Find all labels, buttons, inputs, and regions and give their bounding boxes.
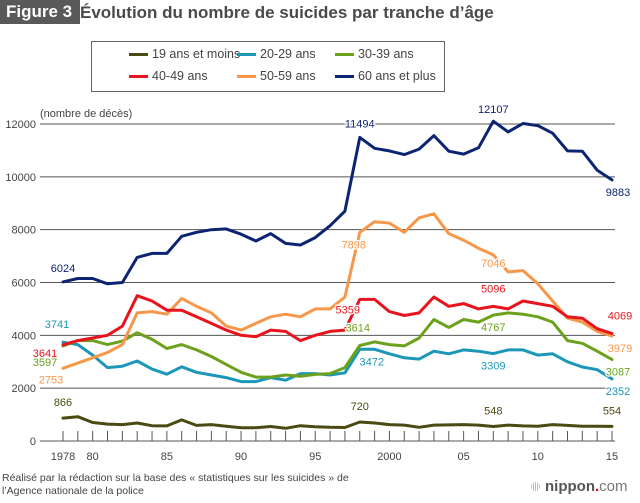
legend-label: 50-59 ans bbox=[260, 69, 316, 83]
legend-item-20-29: 20-29 ans bbox=[237, 47, 316, 61]
data-label: 5096 bbox=[481, 283, 505, 295]
line-chart: (nombre de décès) 0 2000 4000 6000 8000 10000… bbox=[5, 103, 633, 463]
data-label: 3472 bbox=[360, 356, 384, 368]
legend-item-19-and-under: 19 ans et moins bbox=[129, 47, 240, 61]
data-label: 11494 bbox=[345, 118, 375, 130]
x-tick-label: 1978 bbox=[51, 451, 75, 463]
logo-brand: nippon bbox=[545, 478, 595, 495]
legend-swatch bbox=[335, 74, 354, 78]
x-tick-label: 80 bbox=[87, 451, 99, 463]
data-label: 2352 bbox=[606, 386, 630, 398]
x-tick-label: 85 bbox=[161, 451, 173, 463]
legend-label: 20-29 ans bbox=[260, 47, 316, 61]
logo-suffix: com bbox=[599, 478, 628, 495]
series-line-20-29-ans bbox=[61, 340, 614, 384]
legend-item-50-59: 50-59 ans bbox=[237, 69, 316, 83]
source-note: Réalisé par la rédaction sur la base des… bbox=[2, 472, 349, 498]
nippon-logo[interactable]: nippon. com bbox=[531, 478, 628, 495]
legend-swatch bbox=[237, 52, 256, 56]
data-label: 3641 bbox=[33, 348, 57, 360]
data-label: 7898 bbox=[342, 239, 366, 251]
data-label: 3979 bbox=[608, 343, 632, 355]
y-tick-label: 2000 bbox=[12, 383, 36, 395]
legend-label: 40-49 ans bbox=[152, 69, 208, 83]
data-label: 2753 bbox=[39, 374, 63, 386]
logo-dot: . bbox=[594, 478, 600, 495]
data-label: 3309 bbox=[481, 361, 505, 373]
y-axis-label: (nombre de décès) bbox=[40, 108, 132, 120]
y-tick-label: 10000 bbox=[5, 172, 36, 184]
y-tick-label: 0 bbox=[30, 436, 36, 448]
data-label: 7046 bbox=[481, 258, 505, 270]
legend-item-30-39: 30-39 ans bbox=[335, 47, 414, 61]
x-tick-label: 2000 bbox=[377, 451, 401, 463]
source-line-1: Réalisé par la rédaction sur la base des… bbox=[2, 472, 349, 484]
data-label: 866 bbox=[54, 397, 72, 409]
logo-mark-icon bbox=[531, 482, 540, 491]
data-label: 3741 bbox=[45, 319, 69, 331]
data-label: 9883 bbox=[606, 187, 630, 199]
figure-label: Figure 3 bbox=[0, 0, 81, 24]
legend-label: 60 ans et plus bbox=[358, 69, 436, 83]
data-label: 548 bbox=[484, 406, 502, 418]
legend-swatch bbox=[129, 52, 148, 56]
legend-swatch bbox=[129, 74, 148, 78]
x-tick-label: 95 bbox=[309, 451, 321, 463]
data-label: 12107 bbox=[478, 104, 509, 116]
series-line-50-59-ans bbox=[61, 212, 614, 370]
legend-label: 19 ans et moins bbox=[152, 47, 241, 61]
y-tick-label: 4000 bbox=[12, 330, 36, 342]
source-line-2: l’Agence nationale de la police bbox=[2, 485, 144, 497]
x-tick-label: 90 bbox=[235, 451, 247, 463]
series-line-19-ans-et-moins bbox=[61, 415, 614, 430]
x-tick-label: 10 bbox=[532, 451, 544, 463]
data-label: 720 bbox=[351, 401, 369, 413]
y-tick-label: 12000 bbox=[5, 119, 36, 131]
legend-item-40-49: 40-49 ans bbox=[129, 69, 208, 83]
y-tick-label: 6000 bbox=[12, 278, 36, 290]
data-label: 4767 bbox=[481, 322, 505, 334]
legend-item-60-plus: 60 ans et plus bbox=[335, 69, 436, 83]
series-line-40-49-ans bbox=[61, 294, 614, 347]
chart-title: Évolution du nombre de suicides par tran… bbox=[80, 3, 494, 22]
data-label: 5359 bbox=[336, 304, 360, 316]
legend-swatch bbox=[237, 74, 256, 78]
data-label: 3597 bbox=[33, 357, 57, 369]
data-label: 554 bbox=[603, 405, 621, 417]
data-label: 6024 bbox=[51, 263, 75, 275]
chart-legend: 19 ans et moins 20-29 ans 30-39 ans 40-4… bbox=[91, 41, 445, 92]
legend-label: 30-39 ans bbox=[358, 47, 414, 61]
y-tick-label: 8000 bbox=[12, 225, 36, 237]
data-label: 3614 bbox=[346, 323, 370, 335]
data-label: 4069 bbox=[608, 311, 632, 323]
x-tick-label: 15 bbox=[606, 451, 618, 463]
series-line-30-39-ans bbox=[61, 311, 614, 379]
series-line-60-ans-et-plus bbox=[61, 119, 614, 286]
legend-swatch bbox=[335, 52, 354, 56]
x-tick-label: 05 bbox=[457, 451, 469, 463]
data-label: 3087 bbox=[606, 366, 630, 378]
